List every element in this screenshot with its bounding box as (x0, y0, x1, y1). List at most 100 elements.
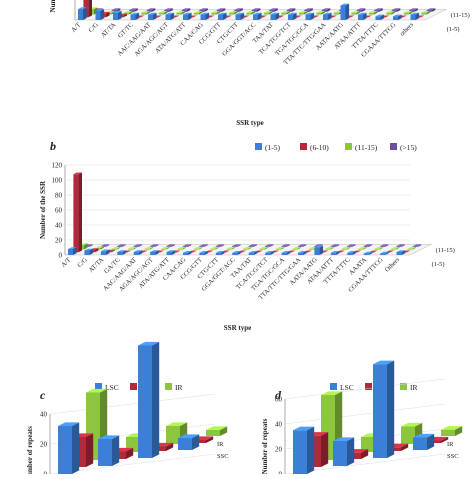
panel-letter-b: b (50, 139, 56, 153)
legend-label: IR (175, 383, 183, 392)
bar-a-s0-front (341, 5, 346, 20)
bar-c-s1-side (86, 433, 93, 467)
bar-c-s0 (138, 342, 159, 458)
bar-b-s3-front (166, 246, 171, 247)
bar-d-s0 (333, 437, 354, 466)
legend-label: (>15) (400, 143, 417, 152)
y-tick-label: 120 (52, 162, 63, 170)
bar-a-s0-front (166, 15, 171, 20)
bar-a-s2-front (194, 13, 199, 15)
legend-label: (1-5) (265, 143, 280, 152)
bar-a-s0-front (253, 15, 258, 20)
bar-a-s2-front (141, 13, 146, 15)
y-tick-label: 0 (279, 471, 283, 475)
bar-b-s0-front (298, 253, 303, 255)
bar-a-s0-front (306, 15, 311, 20)
bar-b-s0-front (364, 254, 369, 256)
bar-c-s0-front (138, 346, 152, 459)
bar-b-s0 (68, 247, 77, 255)
bar-a-s0-front (113, 13, 118, 20)
bar-c-s0 (178, 434, 199, 450)
bar-b-s2-front (375, 249, 380, 250)
depth-label: (1-5) (432, 261, 445, 268)
bar-b-s0-front (150, 252, 155, 255)
bar-a-s0-front (376, 16, 381, 20)
bar-b-s2-front (210, 249, 215, 250)
bar-a-s0 (113, 11, 122, 20)
bar-b-s0-front (117, 252, 122, 255)
category-label: AT/TA (100, 21, 118, 39)
bar-a-s0-front (271, 15, 276, 20)
bar-b-s3-front (133, 246, 138, 247)
category-label: C/G (76, 256, 89, 269)
bar-b-s2-front (358, 249, 363, 250)
bar-a-s0-front (96, 11, 101, 20)
y-tick-label: 80 (55, 192, 63, 200)
bar-d-s0-side (347, 437, 354, 466)
bar-b-s0-front (347, 253, 352, 255)
gridline-c (50, 394, 215, 414)
legend-label: IR (410, 383, 418, 392)
depth-label: SSC (217, 453, 229, 460)
bar-d-s2-front (401, 427, 415, 445)
bar-b-s0-front (84, 251, 89, 256)
y-axis-label: Number of repeats (261, 418, 269, 474)
bar-b-s0-front (101, 251, 106, 255)
y-tick-label: 60 (275, 396, 283, 404)
bar-b-s0-front (68, 249, 73, 255)
bar-b-s3-front (380, 246, 385, 247)
gridline-d (285, 379, 445, 399)
bar-b-s3-front (248, 246, 253, 247)
bar-b-s3-front (331, 246, 336, 247)
bar-a-s2-front (159, 13, 164, 15)
x-axis-label: SSR type (224, 324, 251, 332)
bar-b-s0-front (282, 253, 287, 255)
bar-b-s2-front (112, 249, 117, 250)
bar-b-s3-front (413, 246, 418, 247)
bar-a-s2-front (299, 13, 304, 15)
panel-c-chart: cLSCSSCIR02040IRSSCNumber of repeats (26, 342, 229, 474)
bar-a-s0-side (83, 7, 87, 20)
bar-b-s3-front (298, 246, 303, 247)
bar-b-s3-front (232, 246, 237, 247)
bar-b-s3-front (281, 246, 286, 247)
bar-b-s0-front (331, 253, 336, 255)
bar-b-s0-front (249, 253, 254, 255)
bar-a-s0-front (393, 16, 398, 20)
bar-a-s2-front (369, 13, 374, 15)
bar-b-s2-front (342, 249, 347, 250)
bar-b-s2-front (260, 249, 265, 250)
bar-b-s2-front (128, 249, 133, 250)
bar-d-s0-front (413, 438, 427, 451)
bar-d-s2-front (441, 430, 455, 436)
y-tick-label: 40 (55, 222, 63, 230)
bar-a-s2-front (316, 13, 321, 15)
bar-b-s2-front (194, 249, 199, 250)
bar-a-s0-front (131, 15, 136, 20)
legend-label: (11-15) (355, 143, 378, 152)
y-tick-label: 20 (55, 237, 63, 245)
y-tick-label: 40 (275, 421, 283, 429)
bar-b-s0-front (183, 253, 188, 255)
bar-b-s3-front (117, 246, 122, 247)
panel-letter-c: c (40, 388, 46, 402)
bar-b-s2-front (407, 249, 412, 250)
bar-d-s0-front (333, 441, 347, 466)
y-axis-label: Number of repeats (26, 426, 34, 474)
bar-b-s3-front (347, 246, 352, 247)
bar-a-s0 (96, 9, 105, 20)
bar-d-s0-side (307, 427, 314, 474)
y-tick-label: 0 (59, 252, 63, 260)
bar-b-s0 (314, 246, 323, 255)
bar-b-s2-front (276, 249, 281, 250)
gridline-d (285, 404, 445, 424)
bar-c-s0-front (178, 438, 192, 450)
bar-b-s3-front (396, 246, 401, 247)
bar-d-s1-side (321, 432, 328, 467)
legend-swatch (300, 143, 307, 150)
bar-b-s3-front (216, 246, 221, 247)
bar-c-s0-side (72, 422, 79, 474)
y-tick-label: 20 (275, 446, 283, 454)
